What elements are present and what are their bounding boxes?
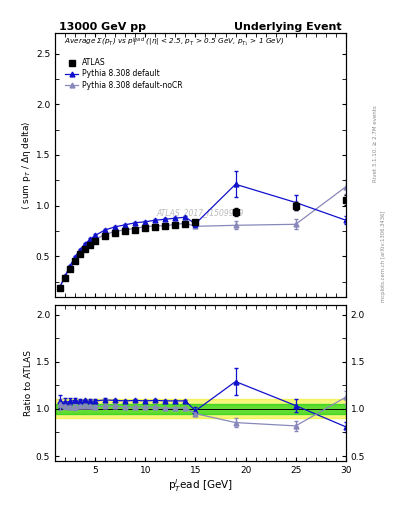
Text: Rivet 3.1.10, ≥ 2.7M events: Rivet 3.1.10, ≥ 2.7M events	[373, 105, 378, 182]
Legend: ATLAS, Pythia 8.308 default, Pythia 8.308 default-noCR: ATLAS, Pythia 8.308 default, Pythia 8.30…	[65, 58, 183, 90]
Text: mcplots.cern.ch [arXiv:1306.3436]: mcplots.cern.ch [arXiv:1306.3436]	[381, 210, 386, 302]
Bar	[55, 404, 346, 414]
Bar	[55, 399, 346, 418]
X-axis label: p$_T^l$ead [GeV]: p$_T^l$ead [GeV]	[168, 477, 233, 494]
Text: Average Σ(p$_T$) vs p$_T^{lead}$ (|η| < 2.5, p$_T$ > 0.5 GeV, p$_{T_1}$ > 1 GeV): Average Σ(p$_T$) vs p$_T^{lead}$ (|η| < …	[64, 36, 284, 49]
Y-axis label: Ratio to ATLAS: Ratio to ATLAS	[24, 350, 33, 416]
Text: 13000 GeV pp: 13000 GeV pp	[59, 22, 146, 32]
Y-axis label: ⟨ sum p$_T$ / Δη delta⟩: ⟨ sum p$_T$ / Δη delta⟩	[20, 120, 33, 209]
Text: ATLAS_2017_I1509919: ATLAS_2017_I1509919	[157, 208, 244, 217]
Text: Underlying Event: Underlying Event	[234, 22, 342, 32]
